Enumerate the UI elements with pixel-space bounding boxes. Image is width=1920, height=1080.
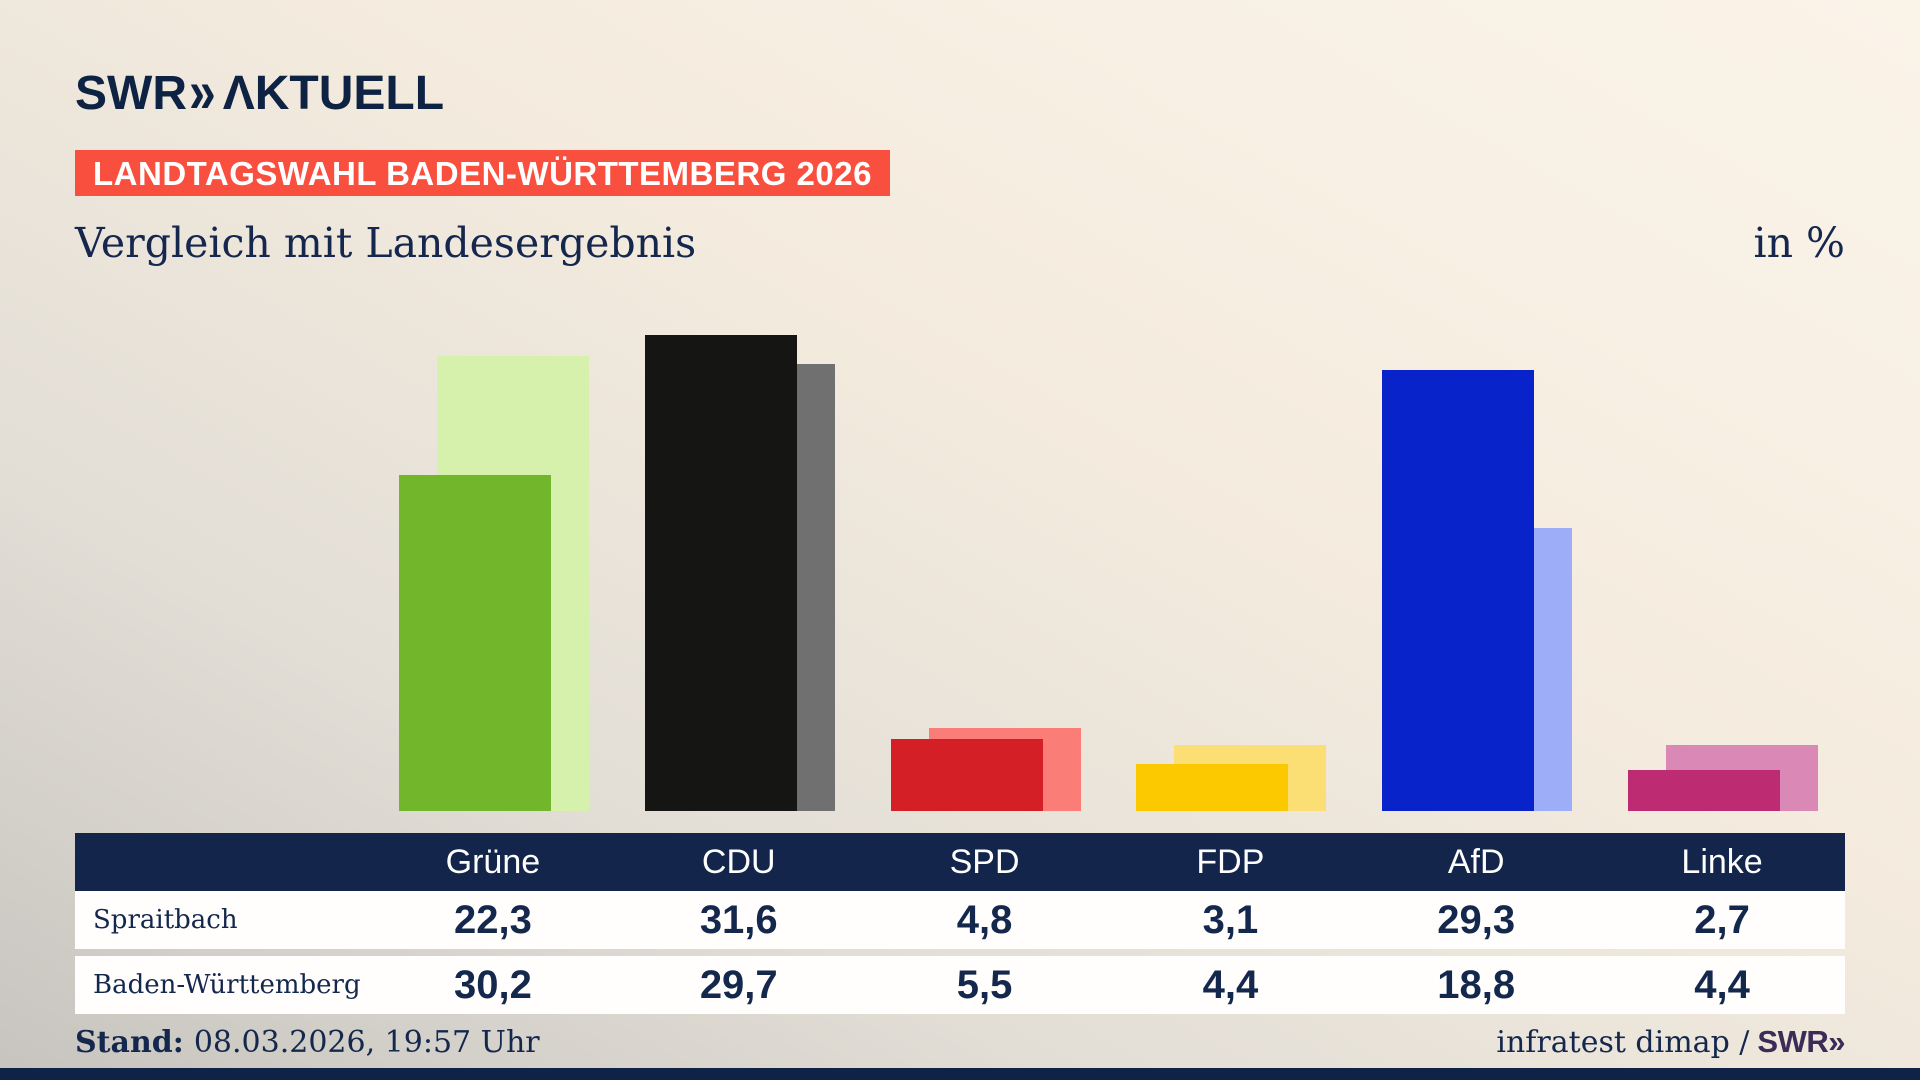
bar-afd-spraitbach — [1382, 370, 1535, 811]
stand-timestamp: Stand: 08.03.2026, 19:57 Uhr — [75, 1025, 540, 1060]
value-afd-spraitbach: 29,3 — [1437, 897, 1516, 942]
logo-swr-text: SWR — [75, 67, 187, 120]
footer: Stand: 08.03.2026, 19:57 Uhr infratest di… — [75, 1024, 1845, 1060]
bottom-strip — [0, 1068, 1920, 1080]
table-row-spraitbach: Spraitbach 22,3 31,6 4,8 3,1 29,3 2,7 — [75, 891, 1845, 949]
double-chevron-icon: » — [188, 59, 216, 126]
value-afd-bw: 18,8 — [1437, 962, 1516, 1007]
value-fdp-spraitbach: 3,1 — [1202, 897, 1259, 942]
value-spd-bw: 5,5 — [956, 962, 1013, 1007]
value-spd-spraitbach: 4,8 — [956, 897, 1013, 942]
column-header-fdp: FDP — [1196, 842, 1265, 881]
bar-linke-spraitbach — [1628, 770, 1781, 811]
logo-aktuell-text: ΛKTUELL — [222, 67, 445, 120]
value-cdu-spraitbach: 31,6 — [699, 897, 778, 942]
election-badge: LANDTAGSWAHL BADEN-WÜRTTEMBERG 2026 — [75, 150, 890, 196]
column-header-cdu: CDU — [701, 842, 776, 881]
value-grüne-bw: 30,2 — [453, 962, 532, 1007]
value-fdp-bw: 4,4 — [1202, 962, 1259, 1007]
value-linke-spraitbach: 2,7 — [1694, 897, 1750, 942]
column-header-grüne: Grüne — [445, 842, 541, 881]
row-label: Baden-Württemberg — [93, 970, 361, 1000]
row-label: Spraitbach — [93, 905, 238, 935]
table-header-row: Grüne CDU SPD FDP AfD Linke — [75, 833, 1845, 891]
table-header-spacer — [75, 833, 370, 891]
source-swr-brand: SWR» — [1757, 1024, 1845, 1059]
swr-aktuell-logo: SWR» ΛKTUELL — [75, 59, 445, 125]
bar-fdp-spraitbach — [1136, 764, 1289, 811]
unit-label: in % — [1753, 219, 1845, 267]
column-header-spd: SPD — [949, 842, 1020, 881]
page-title: Vergleich mit Landesergebnis — [75, 219, 697, 267]
bar-grüne-spraitbach — [398, 475, 551, 811]
results-table: Grüne CDU SPD FDP AfD Linke Spraitbach 22,3 31,… — [75, 833, 1845, 1014]
value-cdu-bw: 29,7 — [699, 962, 778, 1007]
table-row-baden-wuerttemberg: Baden-Württemberg 30,2 29,7 5,5 4,4 18,8 4,4 — [75, 956, 1845, 1014]
column-header-linke: Linke — [1681, 842, 1763, 881]
bar-cdu-spraitbach — [644, 335, 797, 811]
comparison-bar-chart — [398, 335, 1819, 811]
bar-spd-spraitbach — [890, 739, 1043, 811]
column-header-afd: AfD — [1447, 842, 1505, 881]
value-linke-bw: 4,4 — [1694, 962, 1750, 1007]
stand-value: 08.03.2026, 19:57 Uhr — [193, 1025, 540, 1060]
source-credit: infratest dimap / SWR» — [1496, 1024, 1845, 1060]
stand-label: Stand: — [75, 1025, 184, 1060]
source-text: infratest dimap / — [1496, 1025, 1750, 1060]
value-grüne-spraitbach: 22,3 — [453, 897, 532, 942]
